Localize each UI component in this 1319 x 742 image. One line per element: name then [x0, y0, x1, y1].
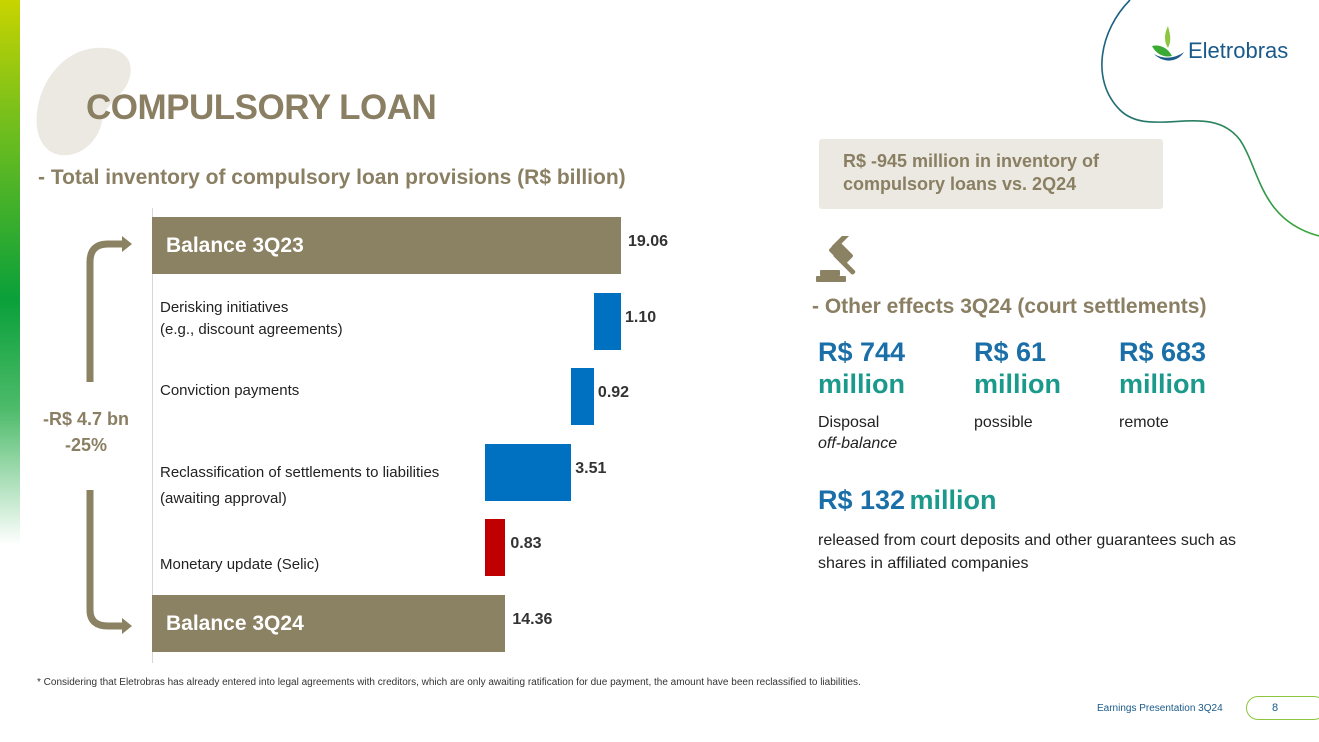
effect-remote: R$ 683 million remote: [1119, 336, 1206, 433]
category-monetary: Monetary update (Selic): [160, 556, 320, 573]
released-amount-line: R$ 132 million: [818, 484, 997, 516]
effect-possible-desc: possible: [974, 414, 1033, 431]
gavel-icon: [816, 236, 856, 282]
released-amount: R$ 132: [818, 485, 906, 515]
page-title: COMPULSORY LOAN: [86, 88, 437, 127]
category-derisking-line1: Derisking initiatives: [160, 299, 289, 316]
change-amount: -R$ 4.7 bn: [42, 409, 130, 429]
effect-disposal-desc: Disposal: [818, 414, 880, 431]
change-bracket-arrows: [86, 236, 132, 634]
bar-balance-3q24: [152, 595, 506, 652]
callout-text: R$ -945 million in inventory of compulso…: [843, 151, 1100, 194]
bar-conviction-payments: [571, 368, 594, 425]
category-derisking: Derisking initiatives (e.g., discount ag…: [160, 297, 343, 341]
change-percent: -25%: [64, 435, 108, 455]
value-label-reclassification: 3.51: [575, 460, 607, 477]
bar-reclassification: [484, 444, 572, 501]
effect-disposal-amount: R$ 744: [818, 337, 906, 367]
bar-monetary-update: [484, 519, 506, 576]
released-desc: released from court deposits and other g…: [818, 532, 1237, 572]
chart-subtitle: - Total inventory of compulsory loan pro…: [38, 166, 626, 189]
value-label-monetary: 0.83: [510, 535, 542, 552]
effect-disposal-unit: million: [818, 369, 905, 399]
category-derisking-line2: (e.g., discount agreements): [160, 321, 343, 338]
value-label-conviction: 0.92: [597, 384, 630, 401]
value-label-balance-3q24: 14.36: [512, 611, 553, 628]
bar-derisking: [593, 293, 621, 350]
page-number-pill: [1246, 696, 1319, 720]
effects-title: - Other effects 3Q24 (court settlements): [812, 295, 1207, 318]
category-balance-3q23: Balance 3Q23: [166, 234, 304, 257]
category-reclass-line2: (awaiting approval): [160, 490, 287, 507]
effect-possible: R$ 61 million possible: [974, 336, 1061, 433]
value-label-derisking: 1.10: [625, 309, 657, 326]
category-balance-3q24: Balance 3Q24: [166, 612, 304, 635]
value-label-balance-3q23: 19.06: [628, 233, 669, 250]
effect-remote-desc: remote: [1119, 414, 1169, 431]
category-reclassification: Reclassification of settlements to liabi…: [160, 460, 439, 512]
effect-remote-amount: R$ 683: [1119, 337, 1207, 367]
effect-possible-unit: million: [974, 369, 1061, 399]
category-conviction: Conviction payments: [160, 382, 300, 399]
footnote: * Considering that Eletrobras has alread…: [37, 677, 861, 688]
decorative-blob: [36, 47, 131, 156]
footer-label: Earnings Presentation 3Q24: [1097, 703, 1223, 714]
page-number: 8: [1272, 702, 1279, 714]
chart-axis-line: [152, 208, 153, 663]
total-change: -R$ 4.7 bn -25%: [30, 406, 142, 458]
brand-name: Eletrobras: [1188, 38, 1289, 63]
effect-possible-amount: R$ 61: [974, 337, 1047, 367]
left-gradient-strip: [0, 0, 20, 545]
released-unit: million: [909, 485, 997, 515]
callout-box: [819, 139, 1163, 209]
decorative-curve: [1101, 0, 1319, 237]
effect-disposal-desc2: off-balance: [818, 435, 898, 452]
effect-remote-unit: million: [1119, 369, 1206, 399]
category-reclass-line1: Reclassification of settlements to liabi…: [160, 464, 440, 481]
eletrobras-logo-icon: [1152, 26, 1184, 61]
bar-balance-3q23: [152, 217, 621, 274]
effect-disposal: R$ 744 million Disposal off-balance: [818, 336, 905, 454]
